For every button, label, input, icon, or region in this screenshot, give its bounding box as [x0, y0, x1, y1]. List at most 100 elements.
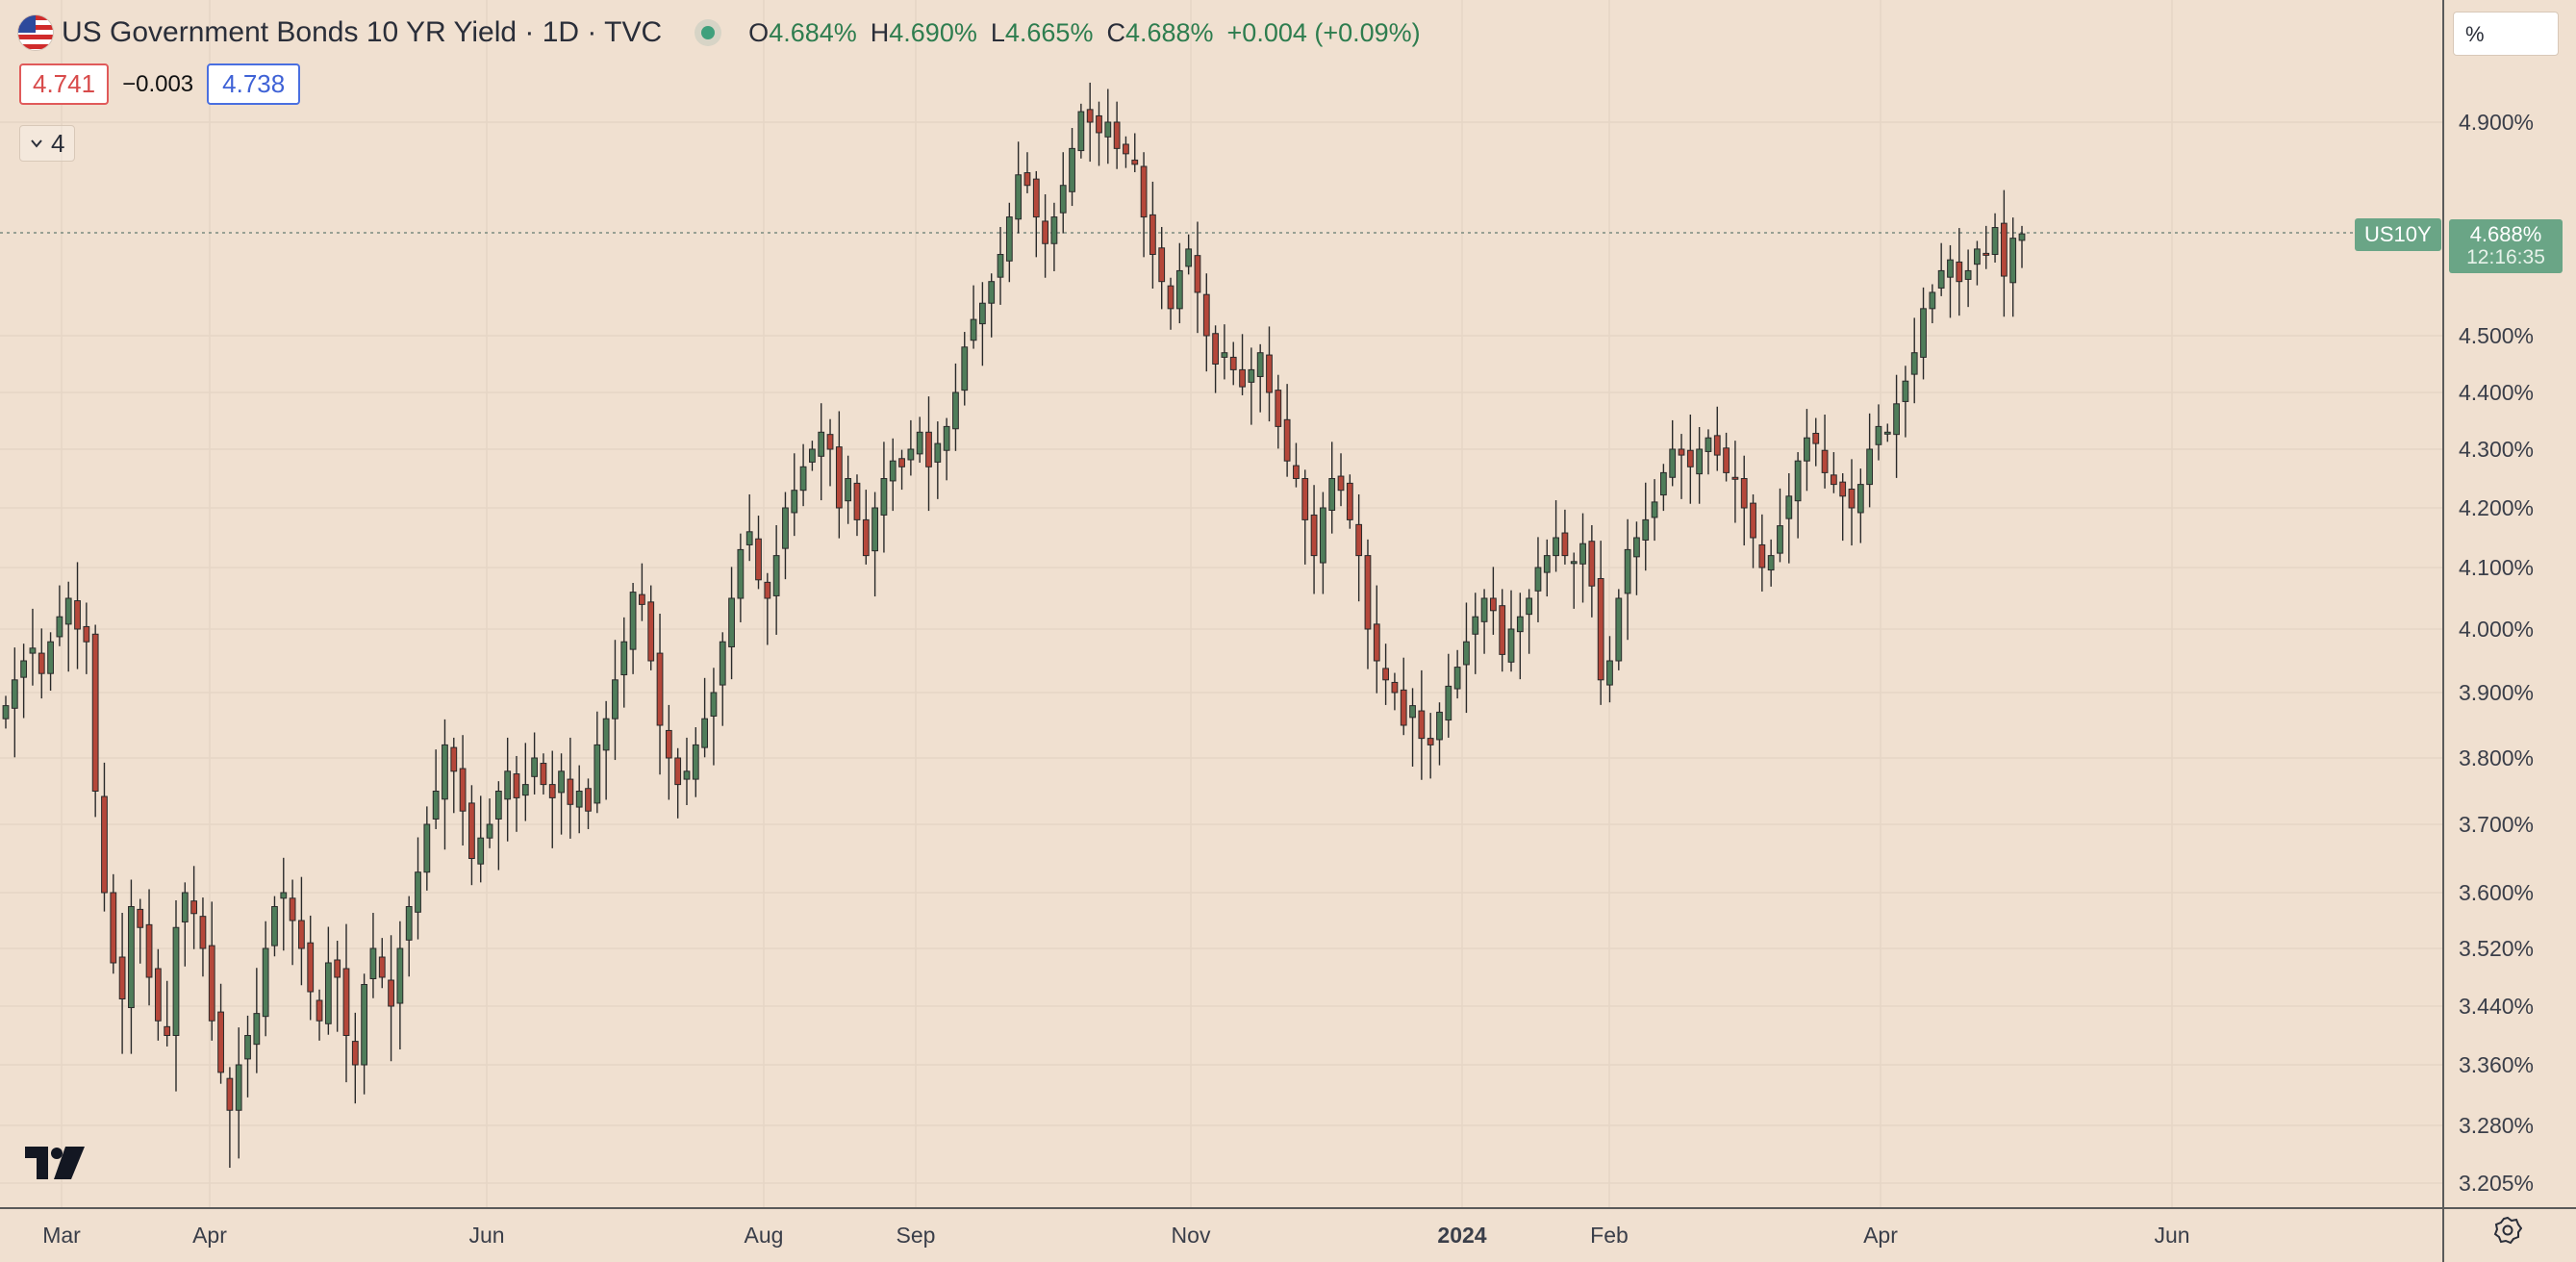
candle — [1956, 228, 1963, 316]
candle-body-down — [1848, 488, 1856, 509]
candle-body-up — [871, 507, 878, 552]
candle-body-up — [253, 1013, 261, 1046]
candle — [137, 898, 144, 964]
candle-body-down — [585, 788, 592, 812]
x-tick-label: Aug — [745, 1223, 784, 1248]
candle — [1929, 284, 1936, 324]
x-tick-label: Apr — [1863, 1223, 1898, 1248]
candle — [791, 453, 798, 537]
candle — [1283, 384, 1291, 477]
candle — [1723, 432, 1730, 482]
candle — [468, 785, 475, 886]
candle-body-up — [970, 318, 977, 341]
candle — [1337, 453, 1345, 507]
bar-countdown: 12:16:35 — [2466, 246, 2545, 268]
candle — [952, 363, 959, 451]
candle-body-down — [1731, 476, 1739, 480]
candle-body-down — [1293, 465, 1300, 479]
candle-body-down — [74, 600, 81, 630]
candle-body-up — [1947, 259, 1954, 278]
candle-body-up — [1453, 667, 1461, 690]
candle — [1785, 473, 1793, 564]
candle — [47, 632, 54, 692]
ask-button[interactable]: 4.738 — [207, 63, 301, 105]
candle — [405, 896, 413, 977]
candle-body-up — [612, 679, 619, 719]
candle-body-up — [1248, 368, 1255, 383]
candle-body-up — [1856, 484, 1864, 514]
quote-row: 4.741 −0.003 4.738 — [19, 63, 301, 105]
candle-body-down — [1266, 354, 1273, 393]
x-tick-label: Sep — [897, 1223, 936, 1248]
candle-body-up — [1221, 352, 1228, 358]
candle-body-down — [298, 920, 305, 949]
symbol-tag: US10Y — [2355, 218, 2441, 251]
candle — [1597, 541, 1604, 705]
candle-body-up — [1804, 437, 1810, 462]
candle-body-up — [271, 906, 278, 946]
candle — [1642, 482, 1650, 571]
axis-mode-field[interactable]: % — [2453, 12, 2559, 56]
candle-body-down — [1839, 481, 1847, 497]
candle-body-up — [1920, 308, 1927, 358]
settings-gear-icon[interactable] — [2493, 1216, 2522, 1245]
candle-body-down — [639, 593, 645, 605]
candle-body-up — [907, 448, 915, 461]
candle — [432, 749, 440, 829]
candle — [818, 403, 825, 501]
candle-body-down — [567, 778, 574, 805]
candle — [1445, 653, 1452, 738]
candle-body-down — [1167, 285, 1174, 310]
candle-body-down — [1346, 482, 1353, 520]
candle — [1266, 326, 1273, 422]
candle — [809, 441, 816, 471]
candle — [154, 948, 162, 1041]
candle-body-up — [531, 757, 539, 777]
y-tick-label: 3.440% — [2459, 994, 2534, 1019]
candle — [181, 882, 189, 967]
candle-body-up — [961, 346, 969, 391]
candle-body-down — [468, 802, 475, 859]
candle — [558, 753, 565, 835]
candle-body-up — [1175, 269, 1183, 310]
candle-body-up — [1902, 380, 1909, 402]
candle — [20, 644, 28, 719]
candle — [1659, 464, 1667, 512]
candle-body-down — [459, 768, 467, 812]
candle-body-down — [755, 538, 762, 581]
candle — [916, 416, 923, 464]
candle — [1561, 509, 1569, 565]
candle-body-down — [1812, 432, 1820, 444]
candle — [961, 332, 969, 406]
tradingview-logo-icon[interactable] — [25, 1147, 87, 1179]
candle-body-down — [450, 746, 458, 772]
bid-button[interactable]: 4.741 — [19, 63, 110, 105]
candle — [172, 899, 180, 1092]
candle — [943, 417, 950, 481]
y-tick-label: 3.280% — [2459, 1113, 2534, 1138]
candle — [83, 602, 90, 674]
candle-body-up — [1005, 216, 1013, 262]
candle-body-down — [1597, 578, 1604, 681]
symbol-title[interactable]: US Government Bonds 10 YR Yield · 1D · T… — [62, 16, 663, 48]
last-price-value: 4.688% — [2469, 222, 2542, 246]
candle — [548, 750, 556, 848]
candle — [101, 762, 108, 912]
candle — [862, 490, 870, 565]
candle-body-down — [91, 633, 99, 793]
y-tick-label: 3.520% — [2459, 936, 2534, 961]
candle — [1391, 672, 1399, 711]
candle — [1633, 521, 1640, 595]
candle — [1069, 128, 1075, 207]
candle — [1113, 101, 1121, 169]
candle — [361, 973, 368, 1095]
candle — [1696, 426, 1704, 504]
candle-body-down — [164, 1025, 171, 1036]
time-axis: Mar Apr Jun Aug Sep Nov 2024 Feb Apr Jun — [42, 1223, 2189, 1248]
candle-body-up — [494, 791, 502, 820]
indicators-toggle-button[interactable]: 4 — [19, 125, 76, 162]
candle-body-up — [486, 823, 493, 839]
candle-body-up — [1642, 518, 1650, 541]
candle-body-up — [1104, 121, 1112, 138]
